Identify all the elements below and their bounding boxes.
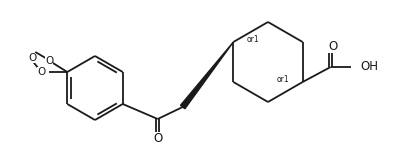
Text: O: O (45, 56, 53, 66)
Text: O: O (37, 67, 45, 77)
Text: or1: or1 (276, 76, 289, 85)
Polygon shape (180, 42, 233, 109)
Text: O: O (153, 132, 162, 145)
Text: O: O (327, 40, 336, 53)
Text: OH: OH (360, 60, 378, 74)
Text: or1: or1 (246, 36, 258, 45)
Text: O: O (28, 53, 36, 63)
